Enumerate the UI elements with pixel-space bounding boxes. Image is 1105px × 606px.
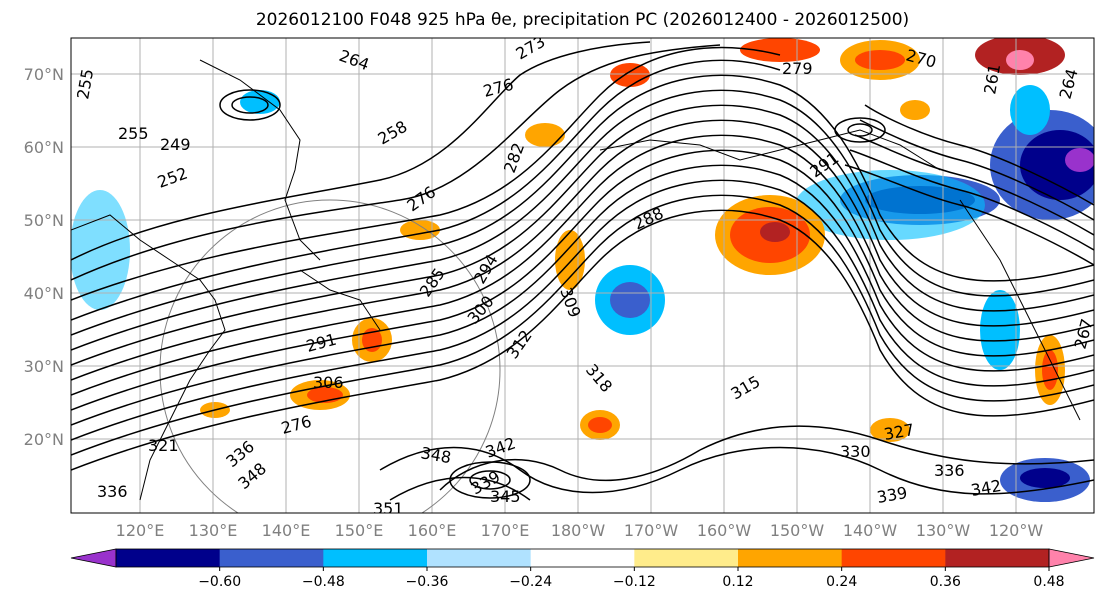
colorbar-border	[115, 548, 1050, 568]
contour-label: 267	[1071, 317, 1097, 351]
colorbar-tick-label: 0.48	[1033, 574, 1064, 590]
colorbar-segment	[945, 549, 1050, 567]
contour-label: 321	[148, 436, 179, 455]
colorbar-segment	[323, 549, 428, 567]
colorbar-tick-label: −0.60	[198, 574, 241, 590]
map-frame	[70, 37, 1095, 514]
colorbar: −0.60 −0.48 −0.36 −0.24 −0.12 0.12 0.24 0.36 0.4…	[70, 548, 1095, 590]
map-title: 2026012100 F048 925 hPa θe, precipitatio…	[255, 10, 910, 30]
colorbar-tick-label: −0.24	[509, 574, 552, 590]
colorbar-tick-label: 0.24	[826, 574, 857, 590]
lon-label: 160°W	[697, 521, 752, 540]
lon-label: 130°E	[189, 521, 238, 540]
contour-label: 351	[373, 499, 404, 518]
lon-label: 140°W	[843, 521, 898, 540]
contour-label: 336	[97, 482, 128, 501]
lat-label: 50°N	[24, 211, 64, 230]
coastlines	[71, 59, 1081, 501]
colorbar-tick-label: −0.12	[613, 574, 656, 590]
contour-label: 345	[490, 487, 521, 506]
colorbar-tick-label: 0.12	[722, 574, 753, 590]
colorbar-tick-label: −0.48	[302, 574, 345, 590]
contour-label: 336	[934, 461, 965, 480]
contour-label: 255	[118, 124, 149, 143]
colorbar-segment	[738, 549, 843, 567]
lat-label: 70°N	[24, 65, 64, 84]
map-content: 255 264 273 276 279 270 255 249 252 258 …	[71, 38, 1097, 518]
colorbar-segment	[116, 549, 221, 567]
lon-label: 150°W	[770, 521, 825, 540]
lat-label: 60°N	[24, 138, 64, 157]
contour-label: 279	[782, 59, 813, 78]
contour-label: 249	[160, 135, 191, 154]
longitude-labels: 120°E 130°E 140°E 150°E 160°E 170°E 180°…	[116, 521, 1044, 540]
contour-label: 330	[840, 442, 871, 461]
lat-label: 40°N	[24, 284, 64, 303]
colorbar-segment	[427, 549, 532, 567]
lat-label: 30°N	[24, 357, 64, 376]
lon-label: 150°E	[335, 521, 384, 540]
lon-label: 170°E	[481, 521, 530, 540]
colorbar-segment	[219, 549, 324, 567]
colorbar-extend-high	[1048, 548, 1095, 568]
colorbar-tick-label: 0.36	[930, 574, 961, 590]
theta-e-contours	[71, 41, 1094, 501]
lon-label: 130°W	[916, 521, 971, 540]
latitude-labels: 70°N 60°N 50°N 40°N 30°N 20°N	[24, 65, 64, 449]
contour-label: 306	[313, 373, 344, 392]
lon-label: 120°W	[989, 521, 1044, 540]
colorbar-tick-label: −0.36	[406, 574, 449, 590]
lon-label: 140°E	[262, 521, 311, 540]
lon-label: 170°W	[624, 521, 679, 540]
colorbar-segment	[530, 549, 635, 567]
lat-label: 20°N	[24, 430, 64, 449]
colorbar-segment	[841, 549, 946, 567]
lon-label: 180°W	[551, 521, 606, 540]
colorbar-segment	[634, 549, 739, 567]
colorbar-extend-low	[70, 548, 117, 568]
lon-label: 120°E	[116, 521, 165, 540]
lon-label: 160°E	[408, 521, 457, 540]
